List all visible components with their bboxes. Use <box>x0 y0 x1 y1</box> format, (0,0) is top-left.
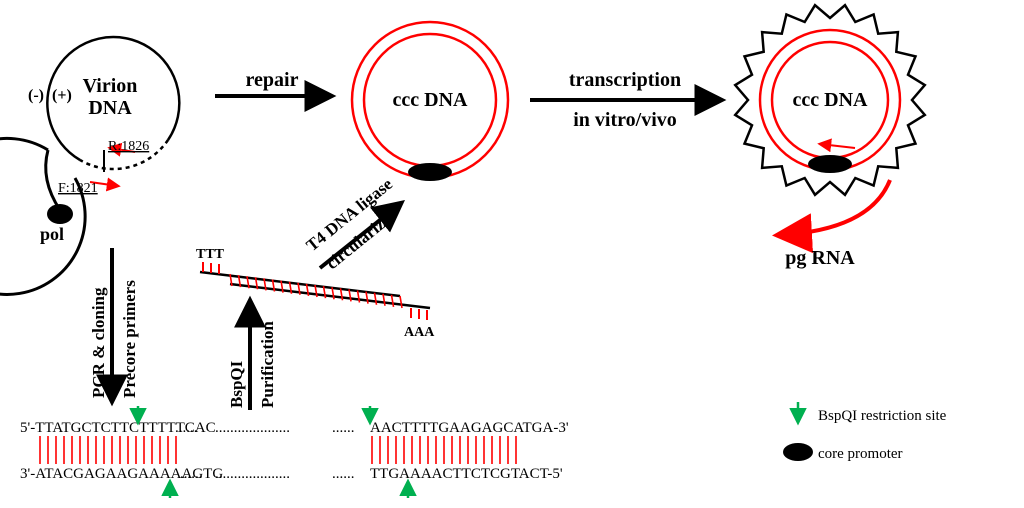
pgRNA-label: pg RNA <box>785 247 855 269</box>
pcr-l2: Precore primers <box>120 280 139 398</box>
svg-text:....................: .................... <box>215 466 290 482</box>
svg-text:......: ...... <box>175 420 198 436</box>
virion-F: F:1821 <box>58 181 98 196</box>
ccc1-label: ccc DNA <box>393 89 469 111</box>
svg-text:AACTTTTGAAGAGCATGA-3': AACTTTTGAAGAGCATGA-3' <box>370 420 569 436</box>
virion-dna: Virion DNA (-) (+) R:1826 F:1821 pol <box>0 37 179 294</box>
virion-minus: (-) <box>28 87 44 104</box>
pcr-arrow: PCR & cloning Precore primers <box>89 248 139 400</box>
ccc2-label: ccc DNA <box>793 89 869 111</box>
repair-label: repair <box>246 69 299 91</box>
linear-fragment: TTT AAA <box>196 247 435 340</box>
bsp-l2: Purification <box>258 321 277 408</box>
svg-text:TTGAAAACTTCTCGTACT-5': TTGAAAACTTCTCGTACT-5' <box>370 466 563 482</box>
legend-core: core promoter <box>818 446 903 462</box>
ccc-dna-2: ccc DNA pg RNA <box>735 5 925 269</box>
bspqi-arrow: BspQI Purification <box>227 302 277 410</box>
pcr-l1: PCR & cloning <box>89 287 108 398</box>
virion-sub: DNA <box>88 97 132 119</box>
legend: BspQI restriction site core promoter <box>783 402 947 462</box>
virion-pol: pol <box>40 224 64 244</box>
lin-AAA: AAA <box>404 325 435 340</box>
svg-text:......: ...... <box>332 466 355 482</box>
transcription-arrow: transcription in vitro/vivo <box>530 69 720 131</box>
lin-TTT: TTT <box>196 247 225 262</box>
ccc-dna-1: ccc DNA <box>352 22 508 181</box>
legend-bsp: BspQI restriction site <box>818 408 947 424</box>
virion-R: R:1826 <box>108 139 149 154</box>
bsp-l1: BspQI <box>227 360 246 408</box>
svg-text:......: ...... <box>180 466 203 482</box>
repair-arrow: repair <box>215 69 330 96</box>
sequence-block: 5'-TTATGCTCTTCTTTTTCAC ...... ..........… <box>20 406 569 498</box>
virion-title: Virion <box>83 75 138 97</box>
virion-plus: (+) <box>52 87 72 104</box>
svg-text:....................: .................... <box>215 420 290 436</box>
transcription-l2: in vitro/vivo <box>573 109 677 131</box>
t4-arrow: T4 DNA ligase circularize <box>303 174 400 273</box>
svg-text:......: ...... <box>332 420 355 436</box>
transcription-l1: transcription <box>569 69 681 91</box>
